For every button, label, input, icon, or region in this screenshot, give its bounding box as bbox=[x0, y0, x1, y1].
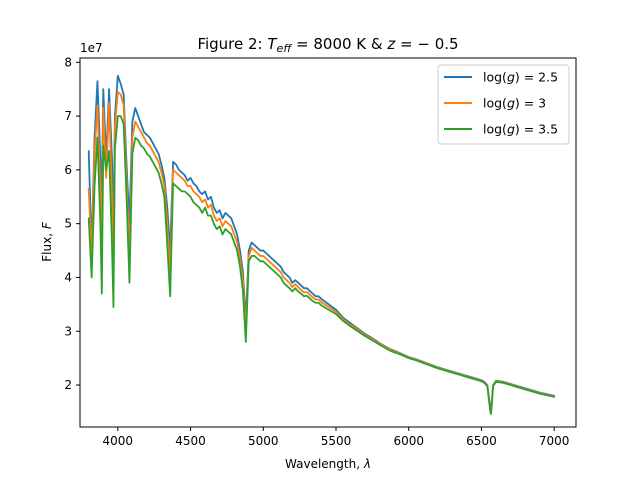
legend-label-1: log(g) = 3 bbox=[483, 96, 546, 111]
x-tick-label: 5500 bbox=[321, 434, 352, 448]
y-tick-label: 7 bbox=[64, 109, 72, 123]
y-tick-label: 4 bbox=[64, 270, 72, 284]
y-axis-label: Flux, F bbox=[40, 221, 54, 262]
legend: log(g) = 2.5 log(g) = 3 log(g) = 3.5 bbox=[437, 64, 570, 145]
legend-box bbox=[437, 64, 570, 145]
x-tick-label: 6500 bbox=[466, 434, 497, 448]
legend-label-2: log(g) = 3.5 bbox=[483, 122, 558, 137]
x-tick-label: 4500 bbox=[175, 434, 206, 448]
x-axis: 4000 4500 5000 5500 6000 6500 7000 bbox=[103, 427, 570, 448]
y-axis: 2 3 4 5 6 7 8 bbox=[64, 55, 80, 392]
y-tick-label: 5 bbox=[64, 217, 72, 231]
legend-label-0: log(g) = 2.5 bbox=[483, 70, 558, 85]
chart-title: Figure 2: Teff = 8000 K & z = − 0.5 bbox=[197, 35, 458, 55]
y-tick-label: 8 bbox=[64, 55, 72, 69]
x-tick-label: 7000 bbox=[539, 434, 570, 448]
plot-frame bbox=[79, 57, 577, 428]
series-line-2 bbox=[87, 115, 556, 415]
y-tick-label: 2 bbox=[64, 378, 72, 392]
x-tick-label: 5000 bbox=[248, 434, 279, 448]
y-tick-label: 6 bbox=[64, 163, 72, 177]
y-tick-label: 3 bbox=[64, 324, 72, 338]
x-axis-label: Wavelength, λ bbox=[285, 457, 371, 471]
y-scale-label: 1e7 bbox=[80, 41, 103, 55]
x-tick-label: 4000 bbox=[103, 434, 134, 448]
series-layer bbox=[87, 74, 556, 415]
x-tick-label: 6000 bbox=[393, 434, 424, 448]
